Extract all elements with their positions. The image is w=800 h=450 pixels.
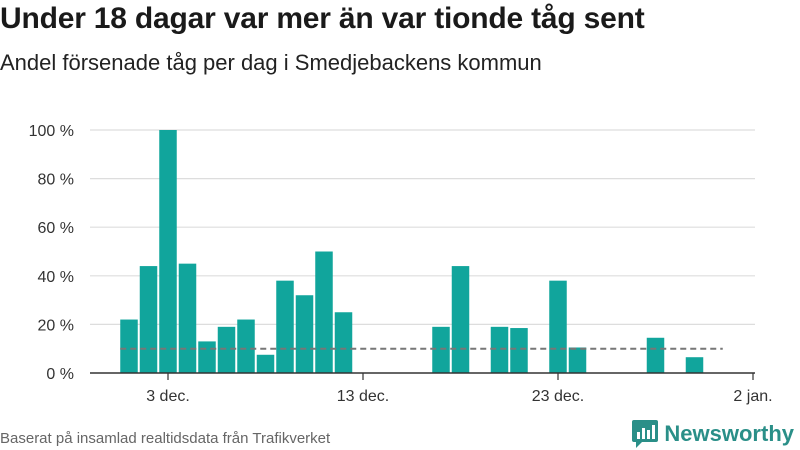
x-axis-ticks: 3 dec. 13 dec. 23 dec. 2 jan.	[146, 373, 773, 405]
chart-title: Under 18 dagar var mer än var tionde tåg…	[0, 2, 645, 35]
bar	[549, 280, 567, 373]
bar	[646, 337, 665, 373]
x-tick-label: 3 dec.	[146, 388, 190, 405]
bar-chart: 0 % 20 % 40 % 60 % 80 % 100 % 3 dec. 13 dec. 23…	[29, 123, 773, 405]
y-axis-tick-labels: 0 % 20 % 40 % 60 % 80 % 100 %	[29, 123, 74, 383]
bar	[490, 326, 509, 373]
newsworthy-logo-icon	[632, 420, 659, 448]
bar	[451, 266, 470, 373]
bar	[568, 347, 587, 373]
x-tick-label: 2 jan.	[733, 388, 772, 405]
bar	[217, 326, 236, 373]
x-tick-label: 23 dec.	[532, 388, 584, 405]
y-tick-label: 80 %	[38, 172, 74, 189]
bar	[198, 341, 216, 373]
bar	[432, 326, 450, 373]
bar	[256, 354, 275, 373]
y-tick-label: 100 %	[29, 123, 74, 140]
brand-logo: Newsworthy	[632, 420, 794, 448]
y-tick-label: 0 %	[46, 366, 74, 383]
bar	[334, 312, 353, 373]
source-note: Baserat på insamlad realtidsdata från Tr…	[0, 430, 331, 447]
y-tick-label: 60 %	[38, 220, 74, 237]
y-tick-label: 40 %	[38, 269, 74, 286]
bar	[159, 130, 177, 373]
bar	[237, 319, 255, 373]
bar	[276, 280, 294, 373]
bar	[510, 328, 528, 373]
chart-subtitle: Andel försenade tåg per dag i Smedjeback…	[0, 50, 542, 75]
bars	[120, 130, 704, 373]
brand-name: Newsworthy	[664, 421, 794, 446]
gridlines	[90, 129, 755, 325]
bar	[139, 266, 158, 373]
bar	[315, 251, 333, 373]
bar	[120, 319, 138, 373]
bar	[178, 263, 197, 373]
y-tick-label: 20 %	[38, 317, 74, 334]
x-tick-label: 13 dec.	[337, 388, 389, 405]
bar	[685, 357, 704, 373]
bar	[295, 295, 314, 373]
